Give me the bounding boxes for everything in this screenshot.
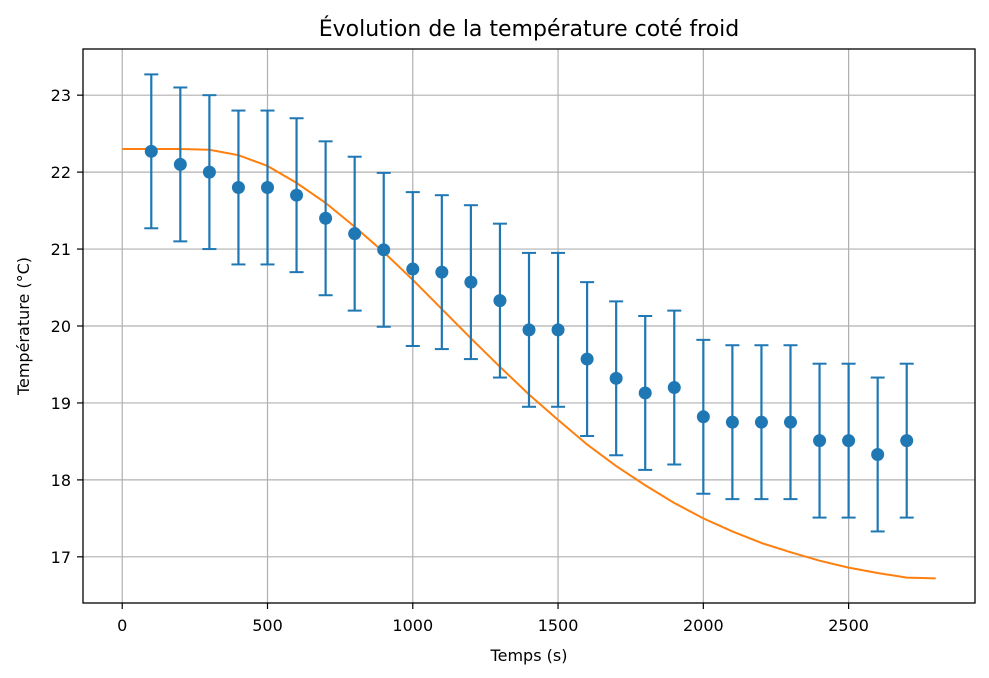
data-point — [522, 323, 536, 337]
data-point — [464, 275, 478, 289]
data-point — [231, 181, 245, 194]
data-point — [813, 434, 827, 448]
x-tick-label: 2500 — [828, 616, 869, 635]
data-point — [202, 165, 216, 179]
data-point — [667, 381, 681, 395]
data-point — [551, 323, 565, 337]
chart-title: Évolution de la température coté froid — [319, 16, 739, 42]
data-point — [696, 410, 710, 424]
points-layer — [144, 73, 914, 533]
data-point — [638, 386, 652, 400]
y-tick-label: 21 — [51, 240, 71, 259]
data-point — [348, 227, 362, 241]
y-tick-label: 18 — [51, 471, 71, 490]
x-axis-label: Temps (s) — [490, 646, 568, 665]
y-tick-label: 22 — [51, 163, 71, 182]
data-point — [609, 371, 623, 385]
data-point — [435, 265, 449, 279]
y-tick-label: 20 — [51, 317, 71, 336]
data-point — [842, 434, 856, 448]
data-point — [406, 262, 420, 276]
x-tick-label: 0 — [117, 616, 127, 635]
data-point — [900, 434, 914, 448]
data-point — [725, 415, 739, 429]
data-point — [580, 352, 594, 366]
data-point — [290, 188, 304, 202]
y-tick-label: 17 — [51, 548, 71, 567]
data-point — [173, 157, 187, 171]
x-axis: 0 500 1000 1500 2000 2500 — [117, 603, 869, 635]
data-point — [754, 415, 768, 429]
data-point — [144, 144, 158, 158]
data-point — [261, 181, 275, 194]
y-axis: 17 18 19 20 21 22 23 — [51, 86, 83, 567]
x-tick-label: 1000 — [392, 616, 433, 635]
x-tick-label: 2000 — [683, 616, 724, 635]
data-point — [871, 447, 885, 461]
data-point — [319, 211, 333, 225]
y-tick-label: 19 — [51, 394, 71, 413]
y-axis-label: Température (°C) — [14, 257, 33, 396]
data-point — [493, 294, 507, 308]
data-point — [377, 243, 391, 257]
data-point — [783, 415, 797, 429]
x-tick-label: 500 — [252, 616, 283, 635]
x-tick-label: 1500 — [538, 616, 579, 635]
y-tick-label: 23 — [51, 86, 71, 105]
